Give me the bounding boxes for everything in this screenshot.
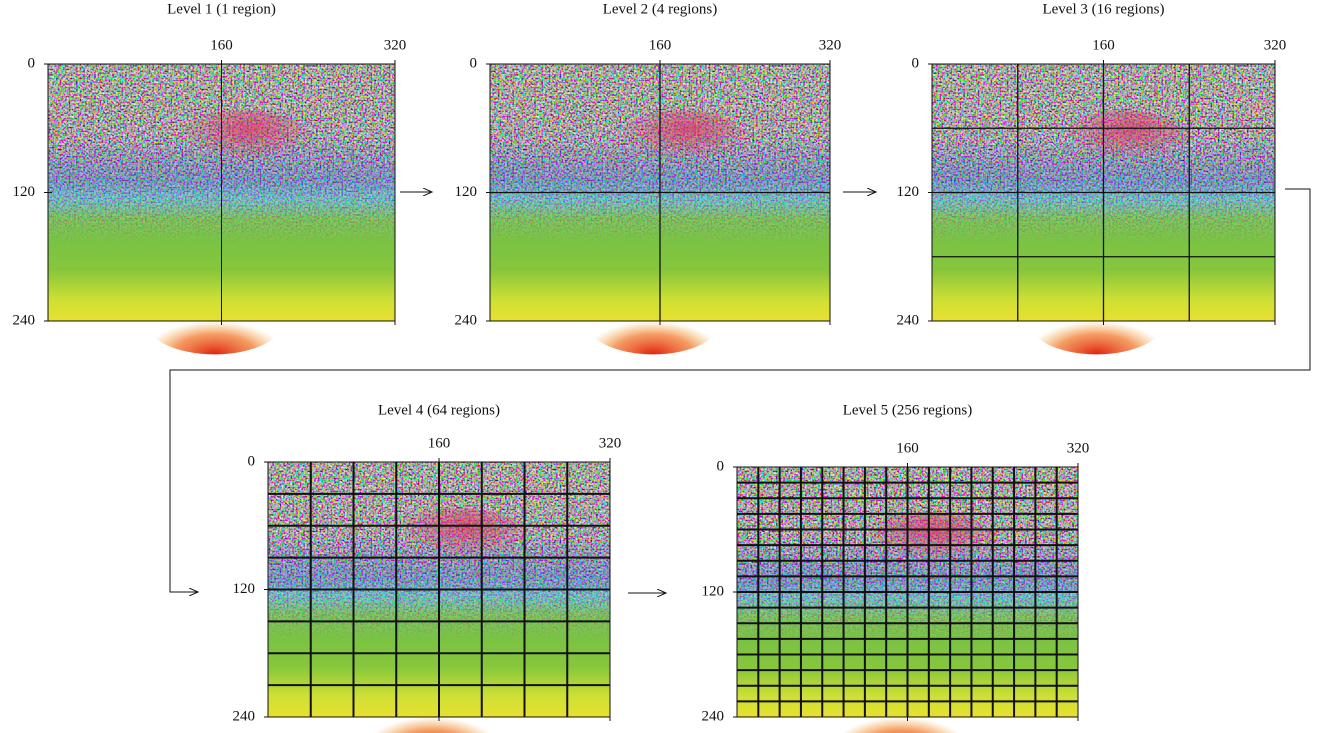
image-flowers — [1055, 110, 1193, 172]
panel: Level 4 (64 regions) 160 320 0 120 240 — [233, 402, 622, 733]
y-tick-label: 120 — [702, 583, 725, 599]
x-tick-label: 160 — [649, 37, 672, 53]
panel: Level 5 (256 regions) 160 320 0 120 240 — [702, 402, 1090, 733]
x-tick-label: 320 — [599, 435, 622, 451]
y-tick-label: 240 — [233, 708, 256, 724]
x-tick-label: 320 — [1067, 440, 1090, 456]
y-tick-label: 0 — [470, 55, 478, 71]
x-tick-label: 160 — [1092, 37, 1115, 53]
panel-title: Level 1 (1 region) — [167, 1, 276, 17]
panel-title: Level 2 (4 regions) — [603, 1, 718, 17]
y-tick-label: 0 — [28, 55, 36, 71]
y-tick-label: 0 — [912, 55, 920, 71]
image-flowers — [172, 110, 312, 172]
y-tick-label: 120 — [13, 184, 36, 200]
x-tick-label: 160 — [428, 435, 451, 451]
panel: Level 3 (16 regions) 160 320 0 120 240 — [897, 1, 1287, 355]
panel: Level 1 (1 region) 160 320 0 120 240 — [13, 1, 407, 355]
y-tick-label: 0 — [717, 458, 725, 474]
panel-title: Level 4 (64 regions) — [378, 402, 500, 418]
connectors — [169, 188, 1311, 593]
y-tick-label: 0 — [248, 453, 256, 469]
x-tick-label: 320 — [819, 37, 842, 53]
y-tick-label: 240 — [702, 708, 725, 724]
x-tick-label: 160 — [210, 37, 233, 53]
panel-title: Level 5 (256 regions) — [843, 402, 973, 418]
x-tick-label: 320 — [1264, 37, 1287, 53]
x-tick-label: 320 — [384, 37, 407, 53]
y-tick-label: 120 — [455, 184, 478, 200]
image-flowers — [391, 507, 528, 570]
y-tick-label: 120 — [897, 184, 920, 200]
arrow — [169, 188, 1311, 592]
panel-title: Level 3 (16 regions) — [1042, 1, 1164, 17]
image-red — [363, 683, 501, 733]
image-red — [832, 684, 969, 733]
y-tick-label: 240 — [13, 312, 36, 328]
y-tick-label: 120 — [233, 581, 256, 597]
y-tick-label: 240 — [897, 312, 920, 328]
x-tick-label: 160 — [896, 440, 919, 456]
panel: Level 2 (4 regions) 160 320 0 120 240 — [455, 1, 842, 355]
y-tick-label: 240 — [455, 312, 478, 328]
image-flowers — [612, 110, 749, 172]
